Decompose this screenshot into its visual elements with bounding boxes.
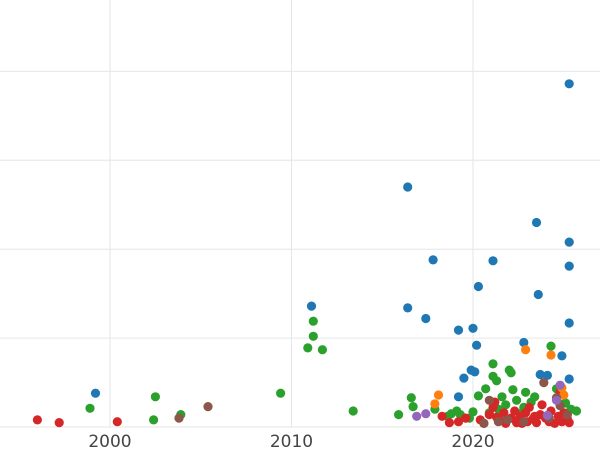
data-point xyxy=(461,413,471,423)
series-0 xyxy=(90,79,574,402)
data-point xyxy=(421,313,431,324)
x-tick-label: 2010 xyxy=(270,432,313,450)
data-point xyxy=(421,409,431,419)
data-point xyxy=(551,395,562,405)
data-point xyxy=(542,410,553,420)
data-point xyxy=(564,374,574,384)
grid-lines xyxy=(0,0,600,428)
series-2 xyxy=(32,387,574,428)
data-point xyxy=(497,392,507,402)
series-3 xyxy=(430,345,569,409)
data-point xyxy=(546,350,556,360)
data-point xyxy=(537,400,547,410)
data-point xyxy=(502,415,513,425)
data-point xyxy=(530,411,540,421)
data-point xyxy=(468,323,478,333)
data-point xyxy=(468,407,478,417)
data-point xyxy=(408,402,418,412)
data-point xyxy=(306,301,317,311)
data-point xyxy=(493,417,503,427)
data-point xyxy=(564,261,574,271)
series-5 xyxy=(412,380,565,421)
data-point xyxy=(433,390,444,400)
data-point xyxy=(557,351,567,361)
data-point xyxy=(564,79,574,89)
data-point xyxy=(453,392,464,402)
data-point xyxy=(562,410,573,420)
data-point xyxy=(430,399,440,409)
data-point xyxy=(453,417,464,427)
data-points xyxy=(32,79,582,428)
x-tick-label: 2000 xyxy=(88,432,131,450)
data-point xyxy=(524,402,534,412)
data-point xyxy=(149,415,159,425)
data-point xyxy=(473,391,483,401)
data-point xyxy=(481,384,491,394)
data-point xyxy=(501,400,511,410)
data-point xyxy=(535,369,545,380)
data-point xyxy=(521,387,531,397)
data-point xyxy=(90,388,101,398)
data-point xyxy=(403,303,413,313)
data-point xyxy=(484,410,494,420)
x-axis-tick-labels: 2000 2010 2020 xyxy=(88,432,494,450)
x-tick-label: 2020 xyxy=(451,432,494,450)
data-point xyxy=(564,318,574,328)
data-point xyxy=(519,337,529,348)
data-point xyxy=(546,341,556,351)
data-point xyxy=(559,390,569,400)
data-point xyxy=(303,343,313,353)
data-point xyxy=(150,392,160,402)
series-1 xyxy=(85,316,582,425)
data-point xyxy=(488,359,498,369)
data-point xyxy=(394,410,404,420)
data-point xyxy=(32,415,43,425)
data-point xyxy=(112,417,122,427)
data-point xyxy=(542,370,553,380)
data-point xyxy=(472,340,482,350)
data-point xyxy=(406,393,416,403)
data-point xyxy=(533,289,543,300)
data-point xyxy=(473,281,483,292)
data-point xyxy=(564,418,574,428)
data-point xyxy=(555,380,565,390)
data-point xyxy=(308,331,318,341)
data-point xyxy=(428,255,438,265)
data-point xyxy=(317,345,327,355)
data-point xyxy=(519,417,529,427)
data-point xyxy=(508,385,518,395)
data-point xyxy=(488,256,498,266)
data-point xyxy=(506,368,516,378)
data-point xyxy=(453,325,464,335)
data-point xyxy=(484,395,494,405)
data-point xyxy=(412,411,422,421)
data-point xyxy=(479,418,489,428)
data-point xyxy=(444,418,454,428)
data-point xyxy=(530,392,540,402)
data-point xyxy=(54,418,64,428)
data-point xyxy=(470,367,480,377)
data-point xyxy=(85,403,95,413)
data-point xyxy=(531,217,542,228)
data-point xyxy=(403,182,413,192)
data-point xyxy=(571,406,582,416)
data-point xyxy=(308,316,318,326)
data-point xyxy=(203,402,213,412)
data-point xyxy=(437,411,447,421)
data-point xyxy=(492,376,502,386)
data-point xyxy=(521,345,531,355)
data-point xyxy=(459,373,469,383)
data-point xyxy=(348,406,358,416)
data-point xyxy=(511,395,522,405)
data-point xyxy=(499,408,509,418)
data-point xyxy=(276,388,286,398)
data-point xyxy=(564,237,574,247)
data-point xyxy=(174,413,184,423)
data-point xyxy=(539,378,549,388)
